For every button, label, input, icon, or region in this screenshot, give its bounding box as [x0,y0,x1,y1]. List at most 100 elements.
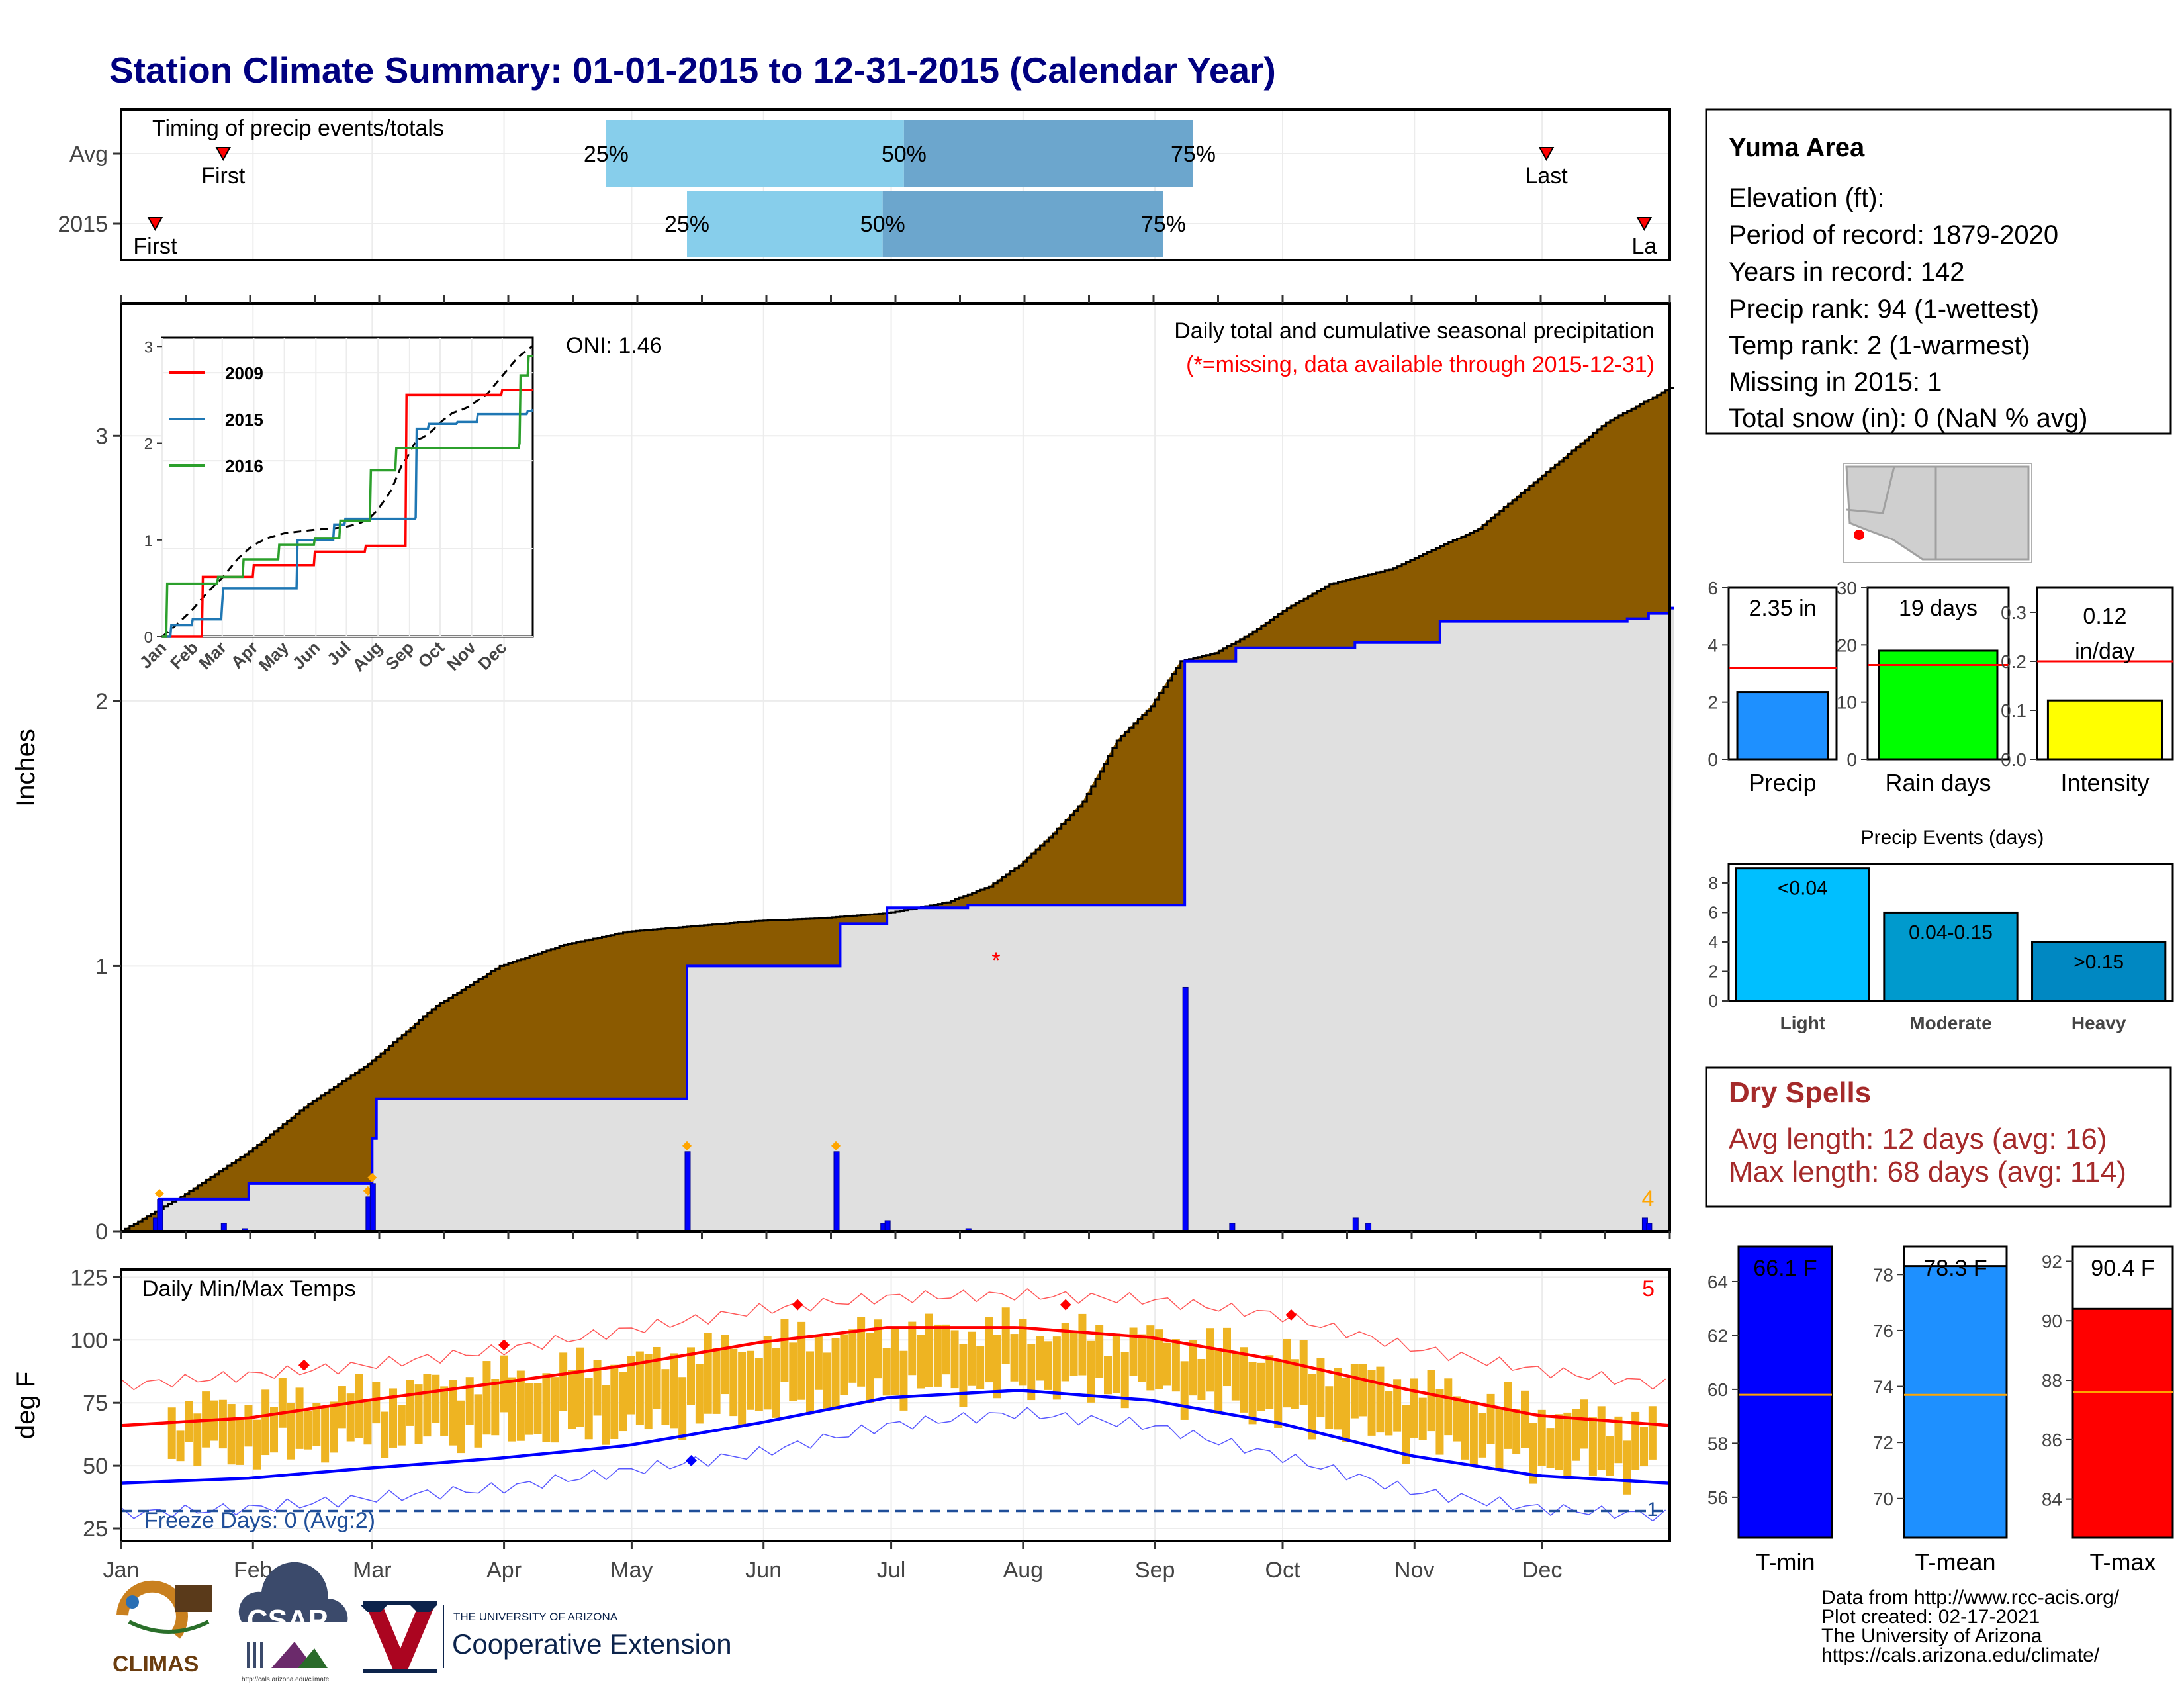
temp-bar [1737,1245,1833,1539]
map-border [1846,466,1895,514]
station-line: Missing in 2015: 1 [1729,367,1942,397]
temp-bar-value: 90.4 F [2091,1256,2154,1281]
daily-temp-bar [1486,1393,1495,1444]
daily-precip-bar [1352,1217,1359,1232]
inset-series-line [162,408,534,638]
daily-temp-bar [1308,1374,1316,1440]
extreme-marker [682,1141,692,1150]
daily-temp-bar [227,1404,236,1465]
mini-bar-value: 19 days [1899,596,1978,621]
y-tick-label: 30 [1837,578,1857,598]
x-tick-label: Oct [1265,1558,1300,1583]
record-high-marker [498,1339,510,1351]
daily-temp-bar [218,1399,227,1449]
daily-temp-bar [1231,1352,1240,1401]
event-bar-value: 0.04-0.15 [1909,921,1993,943]
record-low-marker [685,1455,697,1467]
climas-logo-text: CLIMAS [113,1652,199,1677]
daily-temp-bar [1359,1364,1367,1417]
daily-precip-bar [684,1151,691,1232]
climas-logo: CLIMAS [111,1580,214,1677]
temp-bar [2071,1307,2174,1539]
daily-temp-bar [474,1394,482,1448]
dry-spells-frame [1705,1066,2172,1208]
daily-temp-bar [1052,1336,1061,1400]
mini-bar-value: 2.35 in [1749,596,1816,621]
precip-events-chart: Precip Events (days) 0 2 4 6 8 <0.04 Light 0.04-… [1709,827,2174,1033]
timing-row-label: 2015 [58,212,108,237]
daily-temp-bar [568,1370,576,1430]
station-line: Elevation (ft): [1729,183,1885,212]
daily-temp-bar [1138,1334,1146,1382]
temperature-summary-bars: 56 58 60 62 64 66.1 F T-min 70 72 74 76 78 78.3 F T-m… [1707,1245,2174,1575]
daily-temp-bar [1521,1390,1529,1448]
daily-temp-bar [806,1351,814,1415]
timing-marker-label: First [201,164,246,189]
dry-spells-title: Dry Spells [1729,1076,1871,1109]
daily-temp-bar [1546,1428,1555,1468]
y-tick-label: 70 [1873,1489,1893,1509]
daily-temp-bar [917,1335,925,1389]
daily-temp-bar [338,1386,346,1429]
timing-quantile: 50% [860,212,905,237]
x-tick-label: Aug [1003,1558,1044,1583]
timing-marker-label: First [133,234,177,259]
station-name: Yuma Area [1729,133,1865,162]
daily-temp-bar [780,1319,789,1382]
freeze-count: 1 [1647,1499,1658,1521]
mini-bar-label: Intensity [2060,769,2149,796]
legend-label: 2016 [225,456,263,476]
daily-temp-bar [721,1335,729,1395]
x-tick-label: Nov [1394,1558,1434,1583]
daily-temp-bar [866,1333,874,1403]
daily-temp-bar [687,1347,695,1405]
legend-label: 2009 [225,363,263,383]
credit-line: Data from http://www.rcc-acis.org/ [1821,1587,2120,1609]
credit-line: The University of Arizona [1821,1625,2042,1647]
daily-precip-bar [884,1220,891,1232]
timing-quantile: 25% [584,142,629,167]
daily-temp-bar [346,1393,355,1442]
daily-precip-bar [369,1183,376,1232]
timing-quantile: 50% [882,142,927,167]
y-tick-label: 74 [1873,1377,1893,1397]
station-line: Period of record: 1879-2020 [1729,220,2058,250]
event-bar-value: <0.04 [1778,878,1828,900]
daily-temp-bar [1061,1323,1069,1382]
normal-temp-line [120,1389,1670,1485]
daily-temp-bar [899,1350,908,1411]
daily-temp-bar [193,1413,202,1466]
daily-temp-bar [1563,1412,1572,1477]
daily-temp-bar [287,1403,295,1460]
daily-temp-bar [330,1401,338,1453]
daily-temp-bar [1104,1356,1112,1395]
daily-temp-bar [1461,1401,1469,1460]
daily-temp-bar [500,1355,508,1413]
station-line: Years in record: 142 [1729,258,1965,287]
daily-precip-bar [833,1151,840,1232]
daily-temp-bar [1044,1341,1052,1390]
y-tick-label: 8 [1709,873,1718,893]
daily-temp-bar [823,1352,831,1410]
daily-temp-bar [959,1344,968,1407]
daily-temp-bar [747,1350,754,1410]
mini-bar [1878,649,1999,761]
precip-summary-bars: 0 2 4 6 2.35 in Precip 0 10 20 30 19 days Rain days… [1707,578,2174,796]
daily-temp-bar [976,1346,985,1389]
daily-temp-bar [1316,1358,1325,1418]
y-tick-label: 1 [95,954,108,979]
daily-precip-bar [1182,986,1189,1232]
timing-quantile: 75% [1141,212,1186,237]
ua-small-text: THE UNIVERSITY OF ARIZONA [453,1611,618,1623]
daily-temp-bar [1171,1339,1180,1392]
station-location-marker [1854,530,1864,540]
daily-temp-bar [1529,1423,1537,1484]
daily-temp-bar [491,1379,500,1436]
daily-temp-bar [1597,1406,1606,1470]
daily-temp-bar [1580,1399,1588,1449]
timing-marker [1636,217,1653,232]
dry-spells-box: Dry Spells Avg length: 12 days (avg: 16)… [1705,1066,2172,1208]
daily-temp-bar [355,1374,363,1438]
daily-temp-bar [1197,1358,1206,1401]
daily-temp-bar [1078,1313,1087,1376]
